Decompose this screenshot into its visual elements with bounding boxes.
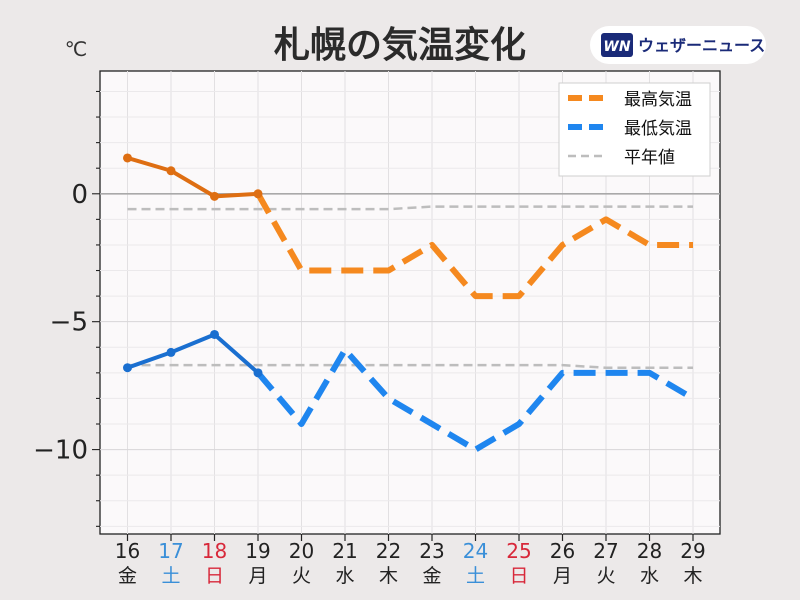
x-tick-label-day: 25 [506, 539, 531, 563]
series-normal-high-line [127, 205, 693, 211]
series-max-forecast-line [255, 192, 693, 300]
y-axis-labels: 0 −5 −10 [33, 180, 88, 466]
x-tick-label-day: 22 [376, 539, 401, 563]
series-normal-low-line [127, 363, 693, 369]
x-tick-label-weekday: 金 [118, 565, 137, 587]
legend-label-normal: 平年値 [624, 148, 675, 168]
x-tick-label-weekday: 火 [596, 565, 615, 587]
x-tick-label-weekday: 月 [553, 565, 572, 587]
brand-badge-background [590, 26, 766, 64]
y-tick-label-2: −10 [33, 436, 88, 466]
legend-label-min: 最低気温 [624, 119, 692, 139]
x-tick-label-weekday: 日 [509, 565, 528, 587]
series-max-observed-line [126, 156, 259, 199]
x-tick-label-day: 26 [550, 539, 575, 563]
x-tick-label-day: 27 [593, 539, 618, 563]
x-tick-label-day: 18 [202, 539, 227, 563]
x-tick-label-weekday: 火 [292, 565, 311, 587]
legend-box [558, 82, 711, 177]
series-min-point [253, 368, 263, 378]
brand-name: ウェザーニュース [638, 36, 765, 55]
x-tick-label-day: 17 [158, 539, 183, 563]
x-tick-label-day: 24 [463, 539, 488, 563]
series-min-point [123, 363, 132, 373]
series-max-point [123, 153, 132, 163]
axis-ticks [92, 90, 694, 541]
series-min-point [166, 347, 176, 357]
series-min-observed-line [126, 332, 260, 375]
grid-lines [100, 71, 720, 534]
x-tick-label-weekday: 土 [466, 565, 485, 587]
brand-badge[interactable]: WN ウェザーニュース [590, 26, 766, 64]
series-lines [123, 153, 695, 453]
x-tick-label-weekday: 木 [379, 565, 398, 587]
x-tick-label-weekday: 水 [640, 565, 659, 587]
x-tick-label-weekday: 木 [683, 565, 702, 587]
x-tick-label-day: 28 [637, 539, 662, 563]
y-axis-unit-label: ℃ [65, 37, 87, 61]
series-max-point [253, 189, 263, 199]
weathernews-logo-icon: WN [601, 33, 633, 57]
x-tick-label-day: 19 [245, 539, 270, 563]
y-tick-label-0: 0 [71, 180, 88, 210]
y-tick-label-1: −5 [50, 308, 88, 338]
x-tick-label-day: 16 [115, 539, 140, 563]
series-max-point [166, 166, 176, 176]
legend-label-max: 最高気温 [624, 90, 692, 110]
x-tick-label-weekday: 日 [205, 565, 224, 587]
x-tick-label-weekday: 土 [161, 565, 180, 587]
x-axis-labels: 16金17土18日19月20火21水22木23金24土25日26月27火28水2… [115, 539, 706, 587]
x-tick-label-weekday: 水 [335, 565, 354, 587]
series-min-forecast-line [255, 346, 695, 453]
x-tick-label-weekday: 月 [248, 565, 267, 587]
x-tick-label-day: 21 [332, 539, 357, 563]
x-tick-label-day: 23 [419, 539, 444, 563]
x-tick-label-day: 29 [680, 539, 705, 563]
series-min-point [210, 329, 219, 339]
x-tick-label-weekday: 金 [422, 565, 441, 587]
brand-logo-text: WN [603, 39, 630, 55]
x-tick-label-day: 20 [289, 539, 314, 563]
legend: 最高気温 最低気温 平年値 [558, 82, 711, 177]
series-max-point [210, 191, 219, 201]
chart-title: 札幌の気温変化 [274, 24, 526, 66]
